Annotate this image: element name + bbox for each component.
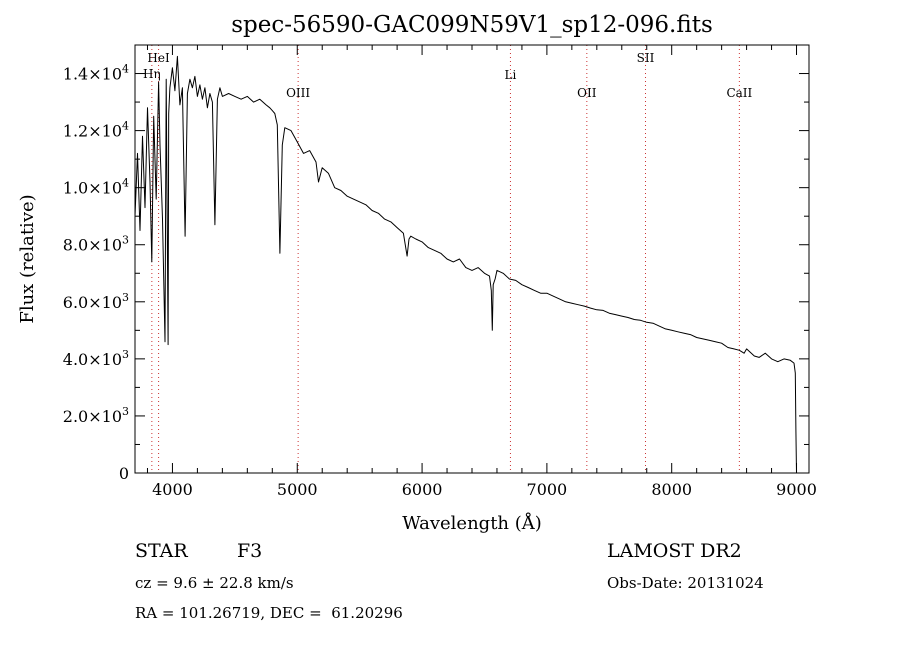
coordinates-text: RA = 101.26719, DEC = 61.20296: [135, 604, 403, 622]
y-tick-label: 0: [119, 464, 129, 483]
marker-label: HeI: [147, 51, 170, 65]
spectrum-line: [134, 55, 797, 474]
plot-frame: [134, 44, 810, 474]
object-class: STAR: [135, 540, 188, 562]
x-tick-label: 6000: [402, 480, 443, 499]
redshift-text: cz = 9.6 ± 22.8 km/s: [135, 574, 294, 592]
y-tick-label: 1.0×104: [63, 177, 129, 198]
marker-label: Hη: [143, 67, 161, 81]
y-tick-label: 4.0×103: [63, 348, 129, 369]
x-tick-label: 8000: [651, 480, 692, 499]
x-tick-label: 4000: [152, 480, 193, 499]
object-subclass: F3: [237, 540, 263, 562]
spectral-line-markers: HeI Hη OIII Li OII SII CaII: [143, 45, 753, 473]
y-tick-label: 6.0×103: [63, 291, 129, 312]
marker-label: Li: [505, 68, 517, 82]
marker-label: CaII: [726, 86, 752, 100]
y-axis-label: Flux (relative): [17, 194, 38, 323]
chart-title: spec-56590-GAC099N59V1_sp12-096.fits: [231, 12, 713, 38]
y-tick-label: 8.0×103: [63, 234, 129, 255]
y-tick-label: 1.4×104: [63, 63, 129, 84]
marker-label: SII: [637, 51, 655, 65]
spectrum-series: [134, 55, 797, 474]
axes: 4000 5000 6000 7000 8000 9000 0 2.0×103 4.0×103 6…: [63, 45, 817, 499]
obs-date: Obs-Date: 20131024: [607, 574, 764, 592]
y-tick-label: 1.2×104: [63, 120, 129, 141]
x-tick-label: 5000: [277, 480, 318, 499]
survey-name: LAMOST DR2: [607, 540, 742, 562]
x-axis-label: Wavelength (Å): [402, 512, 542, 534]
x-tick-label: 7000: [527, 480, 568, 499]
y-tick-label: 2.0×103: [63, 405, 129, 426]
marker-label: OIII: [286, 86, 310, 100]
marker-label: OII: [577, 86, 597, 100]
x-tick-label: 9000: [776, 480, 817, 499]
